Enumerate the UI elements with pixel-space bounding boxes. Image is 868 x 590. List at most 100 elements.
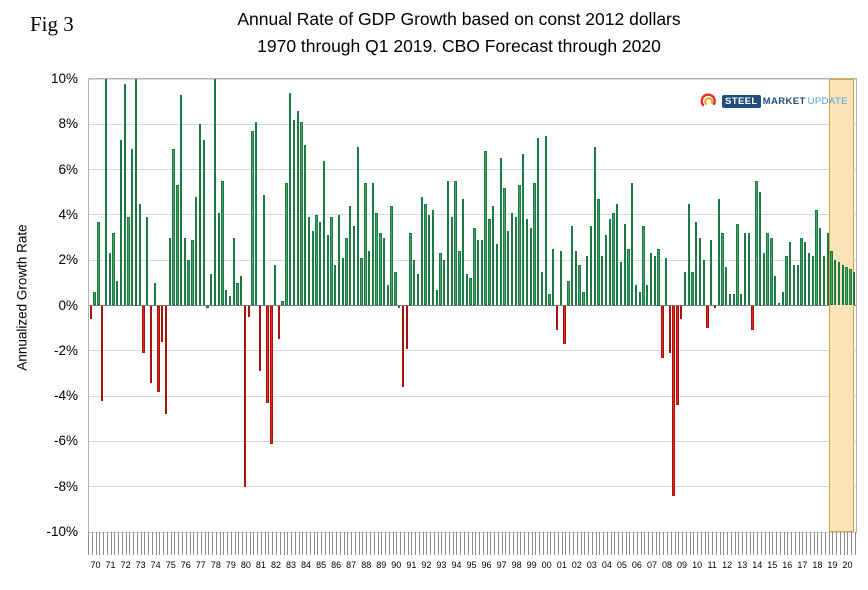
bar: [187, 260, 190, 306]
x-tick-mark: [212, 532, 214, 555]
bar: [379, 233, 382, 306]
gridline: [89, 169, 856, 171]
x-year-label: 92: [421, 560, 432, 570]
bar: [398, 305, 401, 308]
x-year-label: 77: [195, 560, 206, 570]
bar: [683, 271, 687, 306]
x-tick-mark: [366, 532, 368, 555]
x-tick-mark: [396, 532, 398, 555]
bar: [413, 260, 416, 306]
bar: [698, 237, 702, 306]
x-tick-mark: [809, 532, 811, 555]
x-tick-mark: [306, 532, 308, 555]
x-tick-mark: [219, 532, 221, 555]
x-tick-mark: [723, 532, 725, 555]
x-tick-mark: [505, 532, 507, 555]
x-tick-mark: [460, 532, 462, 555]
x-year-label: 86: [331, 560, 342, 570]
bar: [100, 305, 104, 401]
bar: [781, 291, 784, 306]
bar: [522, 153, 525, 306]
x-year-label: 82: [270, 560, 281, 570]
bar: [480, 239, 484, 306]
bar: [736, 223, 739, 306]
x-year-label: 13: [737, 560, 748, 570]
x-tick-mark: [313, 532, 315, 555]
x-year-label: 97: [496, 560, 507, 570]
x-tick-mark: [527, 532, 529, 555]
x-tick-mark: [633, 532, 635, 555]
bar: [285, 183, 288, 306]
x-tick-mark: [539, 532, 541, 555]
gridline: [89, 440, 856, 442]
plot-area: [88, 78, 857, 533]
x-year-label: 08: [661, 560, 672, 570]
x-tick-mark: [509, 532, 511, 555]
bar: [134, 79, 138, 306]
y-tick-label: 2%: [58, 252, 78, 268]
x-tick-mark: [283, 532, 285, 555]
bar: [770, 237, 773, 306]
x-tick-mark: [456, 532, 458, 555]
x-tick-mark: [403, 532, 405, 555]
bar: [198, 124, 202, 306]
x-year-label: 95: [466, 560, 477, 570]
gridline: [89, 78, 856, 80]
x-tick-mark: [542, 532, 544, 555]
bar: [578, 264, 581, 306]
y-axis-tick-labels: 10% 8% 6% 4% 2% 0% -2% -4% -6% -8% -10%: [0, 71, 84, 539]
x-tick-mark: [749, 532, 751, 555]
x-tick-mark: [753, 532, 755, 555]
bar: [172, 149, 175, 306]
bar: [616, 203, 619, 306]
bar: [510, 212, 514, 306]
bar: [762, 253, 766, 306]
bar: [751, 305, 754, 331]
x-tick-mark: [685, 532, 687, 555]
bar: [676, 305, 679, 406]
x-tick-mark: [494, 532, 496, 555]
x-tick-mark: [475, 532, 477, 555]
x-tick-mark: [125, 532, 127, 555]
bar: [612, 212, 615, 306]
x-tick-mark: [584, 532, 586, 555]
forecast-highlight-band: [828, 79, 854, 532]
x-year-label: 00: [541, 560, 552, 570]
x-tick-mark: [573, 532, 574, 555]
x-tick-mark: [761, 532, 762, 555]
bar: [401, 305, 405, 388]
bar: [755, 180, 758, 306]
y-tick-label: -4%: [53, 388, 78, 404]
x-tick-mark: [757, 532, 759, 555]
x-tick-mark: [667, 532, 668, 555]
x-tick-mark: [287, 532, 289, 555]
x-tick-mark: [576, 532, 578, 555]
bar: [240, 276, 243, 306]
bar: [544, 135, 547, 306]
bar: [597, 199, 600, 306]
x-year-label: 88: [361, 560, 372, 570]
y-tick-label: -8%: [53, 478, 78, 494]
bar: [221, 180, 224, 306]
bar: [646, 285, 649, 306]
bar: [623, 223, 626, 306]
x-tick-mark: [411, 532, 413, 555]
bar: [356, 146, 359, 306]
x-tick-mark: [708, 532, 710, 555]
bar: [89, 305, 93, 320]
bar: [202, 140, 205, 306]
bar: [315, 214, 318, 306]
x-tick-mark: [599, 532, 601, 555]
x-year-label: 18: [812, 560, 823, 570]
x-year-label: 09: [677, 560, 688, 570]
bar: [364, 183, 367, 306]
x-year-label: 74: [150, 560, 161, 570]
x-tick-mark: [264, 532, 266, 555]
bar: [349, 205, 352, 306]
x-year-label: 81: [255, 560, 266, 570]
bar: [740, 294, 743, 306]
x-tick-mark: [813, 532, 815, 555]
x-tick-mark: [700, 532, 702, 555]
smu-logo: STEEL MARKET UPDATE: [700, 90, 848, 112]
x-tick-mark: [106, 532, 108, 555]
